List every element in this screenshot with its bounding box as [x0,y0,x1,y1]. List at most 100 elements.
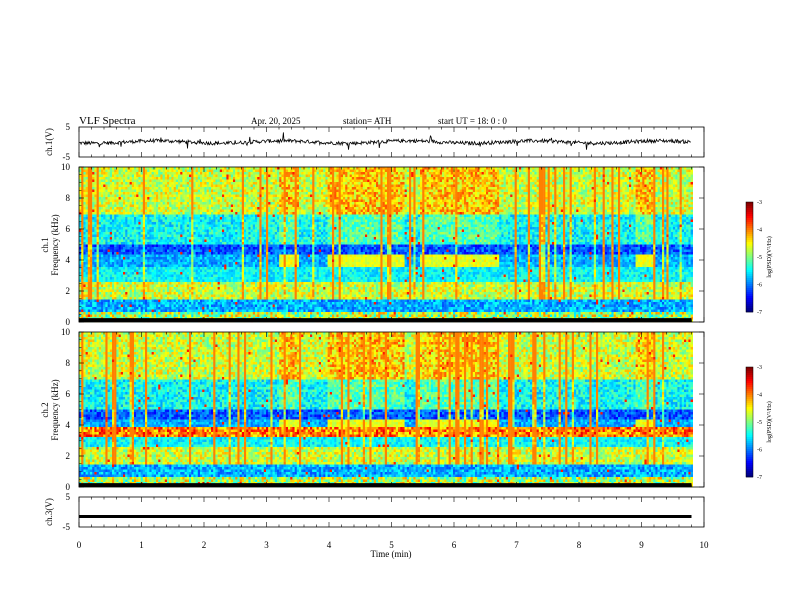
spectrogram-cell [158,200,160,203]
spectrogram-cell [207,272,209,275]
spectrogram-cell [191,307,193,310]
spectrogram-cell [136,192,138,195]
spectrogram-cell [237,242,239,245]
spectrogram-cell [145,310,147,313]
spectrogram-cell [207,210,209,213]
spectrogram-cell [147,285,149,288]
spectrogram-cell [196,250,198,253]
spectrogram-cell [200,295,202,298]
spectrogram-cell [237,312,239,315]
spectrogram-cell [119,237,121,240]
spectrogram-cell [156,222,158,225]
spectrogram-cell [94,252,96,255]
spectrogram-cell [167,275,169,278]
spectrogram-cell [222,215,224,218]
spectrogram-cell [97,242,99,245]
spectrogram-cell [134,237,136,240]
spectrogram-cell [171,235,173,238]
spectrogram-cell [163,280,165,283]
spectrogram-cell [125,282,127,285]
spectrogram-cell [160,255,162,258]
spectrogram-cell [94,302,96,305]
spectrogram-cell [202,180,204,183]
spectrogram-cell [191,315,193,318]
spectrogram-cell [83,280,85,283]
spectrogram-cell [130,305,132,308]
spectrogram-cell [136,277,138,280]
spectrogram-cell [134,292,136,295]
spectrogram-cell [97,307,99,310]
spectrogram-cell [209,260,211,263]
spectrogram-cell [196,277,198,280]
spectrogram-cell [248,192,250,195]
spectrogram-cell [116,205,118,208]
spectrogram-cell [145,252,147,255]
spectrogram-cell [88,252,90,255]
spectrogram-cell [226,230,228,233]
spectrogram-cell [204,190,206,193]
spectrogram-cell [130,187,132,190]
spectrogram-cell [125,270,127,273]
spectrogram-cell [246,205,248,208]
spectrogram-cell [165,190,167,193]
spectrogram-cell [196,190,198,193]
spectrogram-cell [105,217,107,220]
spectrogram-cell [165,252,167,255]
spectrogram-cell [165,167,167,170]
spectrogram-cell [202,175,204,178]
spectrogram-cell [121,207,123,210]
spectrogram-cell [101,295,103,298]
spectrogram-cell [211,315,213,318]
spectrogram-cell [178,265,180,268]
spectrogram-cell [101,225,103,228]
spectrogram-cell [189,210,191,213]
spectrogram-cell [244,215,246,218]
spectrogram-cell [167,240,169,243]
spectrogram-cell [125,277,127,280]
spectrogram-cell [127,192,129,195]
spectrogram-cell [154,255,156,258]
spectrogram-cell [123,267,125,270]
spectrogram-cell [187,212,189,215]
spectrogram-cell [92,190,94,193]
spectrogram-cell [224,220,226,223]
spectrogram-cell [81,250,83,253]
spectrogram-cell [136,270,138,273]
spectrogram-cell [101,220,103,223]
spectrogram-cell [141,292,143,295]
spectrogram-cell [220,282,222,285]
spectrogram-cell [165,225,167,228]
spectrogram-cell [242,172,244,175]
spectrogram-cell [108,222,110,225]
spectrogram-cell [110,270,112,273]
spectrogram-cell [130,207,132,210]
spectrogram-cell [121,232,123,235]
spectrogram-cell [169,245,171,248]
spectrogram-cell [123,315,125,318]
spectrogram-cell [171,262,173,265]
spectrogram-cell [116,210,118,213]
spectrogram-cell [163,262,165,265]
spectrogram-cell [242,207,244,210]
spectrogram-cell [207,277,209,280]
spectrogram-cell [112,247,114,250]
spectrogram-cell [167,292,169,295]
spectrogram-cell [231,197,233,200]
spectrogram-cell [152,277,154,280]
spectrogram-cell [136,207,138,210]
spectrogram-cell [160,237,162,240]
spectrogram-cell [136,290,138,293]
spectrogram-cell [165,277,167,280]
spectrogram-cell [167,172,169,175]
spectrogram-cell [158,235,160,238]
spectrogram-cell [123,175,125,178]
spectrogram-cell [154,252,156,255]
spectrogram-cell [202,287,204,290]
spectrogram-cell [231,260,233,263]
spectrogram-cell [213,242,215,245]
spectrogram-cell [213,230,215,233]
spectrogram-cell [182,220,184,223]
spectrogram-cell [90,300,92,303]
spectrogram-cell [198,300,200,303]
spectrogram-cell [110,302,112,305]
